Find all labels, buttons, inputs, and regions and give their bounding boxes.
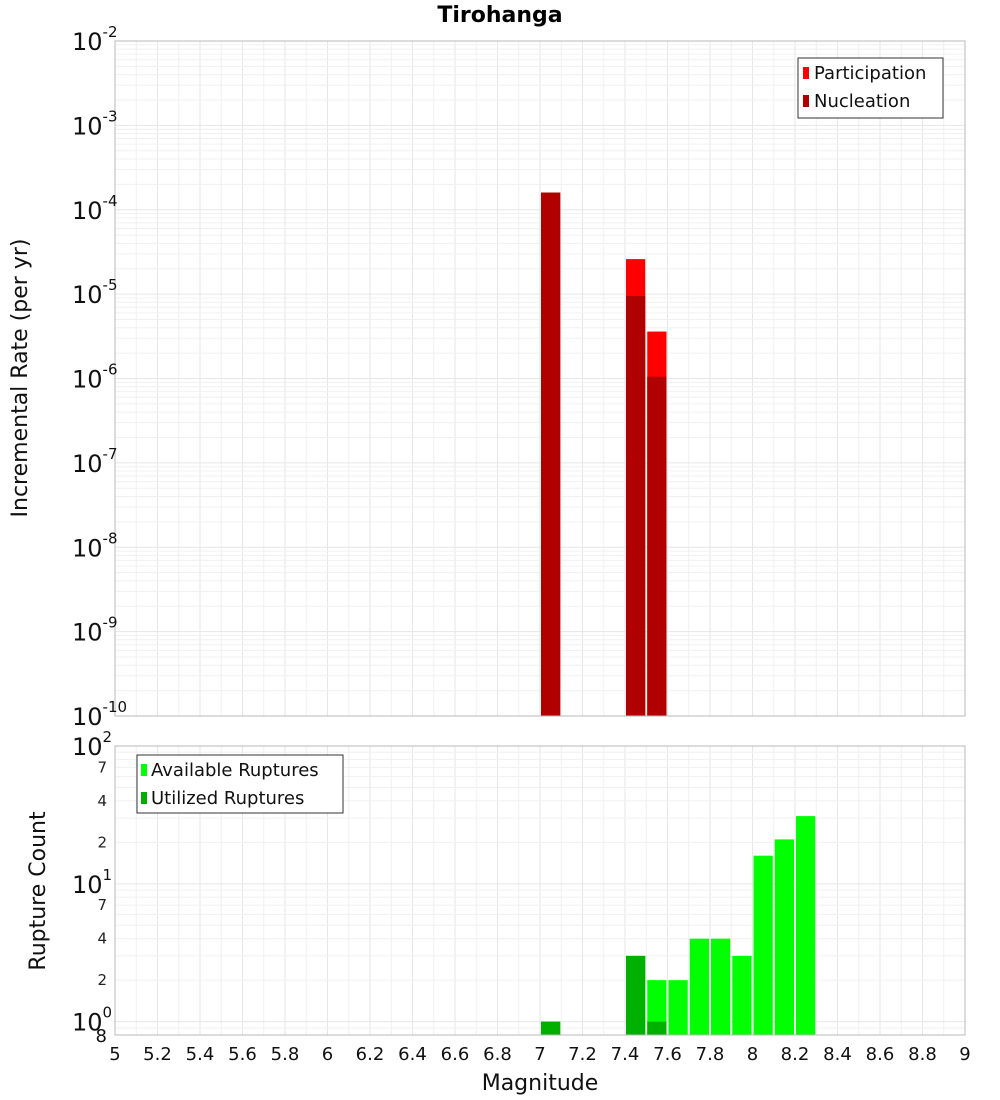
x-axis-ticks: 5 5.2 5.4 5.6 5.8 6 6.2 6.4 6.6 6.8 7 7.2 7.4 7.6 7.8 8… (109, 1044, 970, 1065)
rate-y-axis-label: Incremental Rate (per yr) (8, 239, 33, 518)
count-panel: 100 101 102 8 2 4 7 2 4 7 Rupture Count Available… (26, 728, 966, 1047)
x-tick-label: 8.4 (823, 1044, 852, 1065)
rate-y-tick-label: 10-7 (72, 445, 118, 478)
rate-bars (541, 192, 667, 717)
count-y-minor-tick-label: 2 (97, 833, 107, 851)
x-tick-label: 6 (322, 1044, 333, 1065)
participation-legend-swatch (803, 67, 809, 79)
rate-y-tick-label: 10-8 (72, 529, 118, 562)
count-bar-available-ruptures (647, 980, 667, 1035)
count-bar-available-ruptures (753, 855, 773, 1035)
x-tick-label: 8.6 (866, 1044, 895, 1065)
nucleation-legend-label: Nucleation (814, 91, 910, 112)
count-bar-available-ruptures (711, 938, 731, 1035)
x-tick-label: 6.4 (398, 1044, 427, 1065)
x-tick-label: 5.6 (228, 1044, 257, 1065)
count-y-minor-tick-label: 7 (97, 896, 107, 914)
count-plot-border (114, 745, 966, 1036)
count-y-axis-label: Rupture Count (26, 811, 51, 971)
nucleation-legend-swatch (803, 95, 809, 107)
x-axis-label: Magnitude (482, 1071, 599, 1096)
count-y-minor-tick-label: 2 (97, 971, 107, 989)
count-y-tick-label: 100 (72, 1004, 112, 1037)
x-tick-label: 6.2 (356, 1044, 385, 1065)
count-bar-utilized-ruptures (541, 1021, 561, 1035)
count-bar-available-ruptures (774, 839, 794, 1035)
count-legend: Available Ruptures Utilized Ruptures (136, 754, 344, 814)
count-y-minor-tick-label: 8 (96, 1026, 107, 1047)
rate-panel: 10-10 10-9 10-8 10-7 10-6 10-5 10-4 10-3 10-2 In… (8, 23, 966, 731)
count-bar-utilized-ruptures (647, 1021, 667, 1035)
x-tick-label: 7.4 (611, 1044, 640, 1065)
x-tick-label: 5.8 (271, 1044, 300, 1065)
available-legend-swatch (141, 764, 147, 776)
rate-plot-border (114, 40, 966, 717)
count-bar-available-ruptures (668, 980, 688, 1035)
count-bar-available-ruptures (689, 938, 709, 1035)
chart-title: Tirohanga (437, 3, 562, 28)
count-bar-utilized-ruptures (626, 955, 646, 1035)
x-tick-label: 8.2 (781, 1044, 810, 1065)
rate-y-tick-label: 10-2 (72, 23, 118, 56)
x-tick-label: 6.6 (441, 1044, 470, 1065)
count-y-tick-label: 101 (72, 866, 112, 899)
rate-y-tick-label: 10-5 (72, 276, 118, 309)
rate-bar-nucleation (647, 376, 667, 716)
rate-bar-nucleation (541, 192, 561, 717)
rate-y-tick-label: 10-9 (72, 614, 118, 647)
x-tick-label: 6.8 (483, 1044, 512, 1065)
rate-legend: Participation Nucleation (797, 57, 944, 119)
rate-grid (114, 41, 966, 717)
count-y-tick-label: 102 (72, 728, 112, 761)
count-y-ticks: 100 101 102 8 2 4 7 2 4 7 (72, 728, 112, 1047)
x-tick-label: 7.6 (653, 1044, 682, 1065)
rate-legend-box (797, 57, 944, 119)
count-legend-box (136, 754, 344, 814)
utilized-legend-swatch (141, 792, 147, 804)
x-tick-label: 8.8 (908, 1044, 937, 1065)
count-y-minor-tick-label: 7 (97, 758, 107, 776)
rate-y-tick-label: 10-10 (72, 698, 127, 731)
rate-bar-nucleation (626, 296, 646, 716)
count-bar-available-ruptures (796, 816, 816, 1035)
x-tick-label: 7.8 (696, 1044, 725, 1065)
x-tick-label: 7 (534, 1044, 545, 1065)
count-bar-available-ruptures (732, 955, 752, 1035)
x-tick-label: 7.2 (568, 1044, 597, 1065)
participation-legend-label: Participation (814, 63, 926, 84)
count-y-minor-tick-label: 4 (97, 930, 107, 948)
x-tick-label: 5.4 (186, 1044, 215, 1065)
x-tick-label: 9 (959, 1044, 970, 1065)
rate-y-tick-label: 10-6 (72, 361, 118, 394)
available-legend-label: Available Ruptures (151, 760, 319, 781)
rate-y-ticks: 10-10 10-9 10-8 10-7 10-6 10-5 10-4 10-3 10-2 (72, 23, 127, 731)
count-y-minor-tick-label: 4 (97, 792, 107, 810)
x-tick-label: 8 (747, 1044, 758, 1065)
x-tick-label: 5.2 (143, 1044, 172, 1065)
rate-y-tick-label: 10-3 (72, 107, 118, 140)
utilized-legend-label: Utilized Ruptures (151, 788, 304, 809)
count-bars (541, 816, 816, 1035)
rate-y-tick-label: 10-4 (72, 192, 118, 225)
x-tick-label: 5 (109, 1044, 120, 1065)
